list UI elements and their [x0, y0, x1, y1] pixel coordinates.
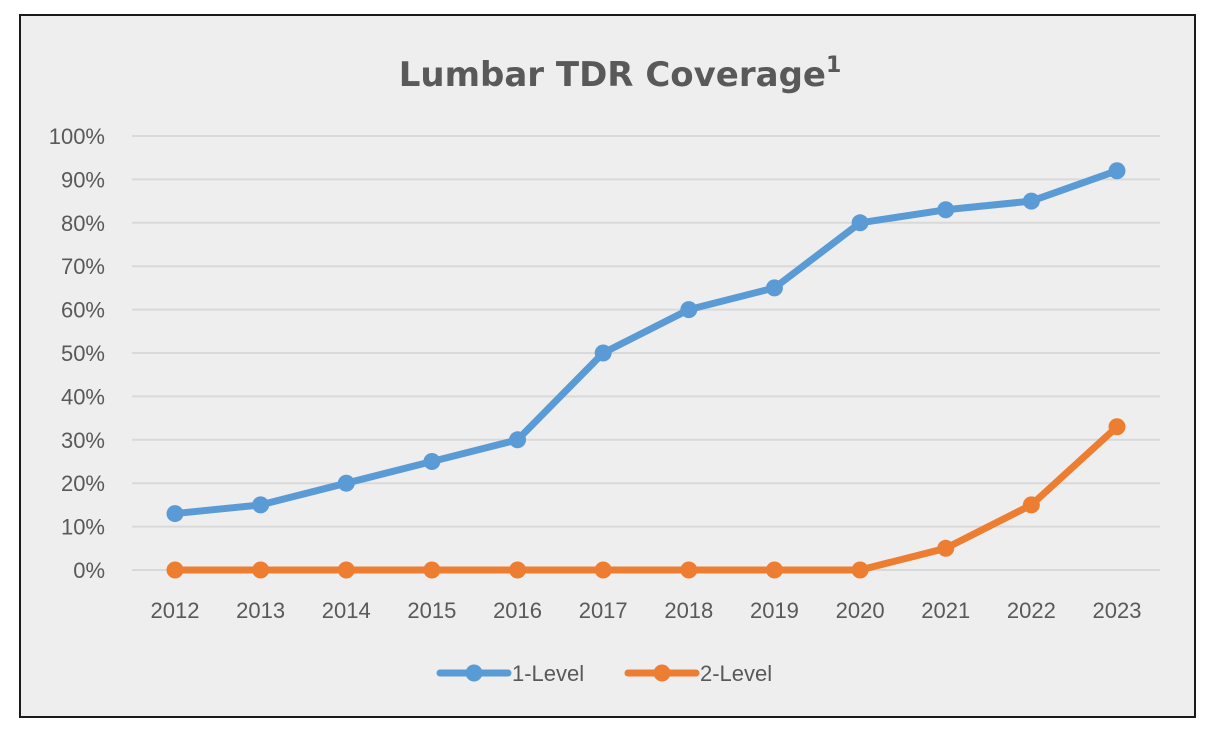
y-tick-label: 20% — [61, 471, 105, 496]
y-tick-label: 80% — [61, 211, 105, 236]
legend-label: 2-Level — [700, 661, 772, 686]
series-line — [171, 423, 1121, 574]
data-point — [509, 561, 527, 579]
data-point — [252, 561, 270, 579]
series-line — [171, 167, 1121, 518]
data-point — [1108, 418, 1126, 436]
data-point — [166, 561, 184, 579]
x-tick-label: 2015 — [407, 598, 456, 623]
x-tick-label: 2018 — [664, 598, 713, 623]
series-group — [166, 162, 1126, 579]
x-tick-label: 2017 — [579, 598, 628, 623]
y-tick-label: 0% — [73, 558, 105, 583]
x-tick-label: 2013 — [236, 598, 285, 623]
data-point — [594, 344, 612, 362]
y-axis-ticks: 0% 10% 20% 30% 40% 50% 60% 70% 80% 90% 100% — [49, 124, 105, 583]
x-tick-label: 2021 — [921, 598, 970, 623]
x-tick-label: 2019 — [750, 598, 799, 623]
data-point — [765, 279, 783, 297]
series-1-level — [166, 162, 1126, 523]
data-point — [1022, 496, 1040, 514]
legend-item: 2-Level — [624, 661, 772, 686]
y-tick-label: 50% — [61, 341, 105, 366]
x-tick-label: 2014 — [322, 598, 371, 623]
chart-title: Lumbar TDR Coverage1 — [399, 53, 842, 95]
x-axis-ticks: 2012 2013 2014 2015 2016 2017 2018 2019 2020 2021… — [151, 598, 1142, 623]
data-point — [337, 561, 355, 579]
data-point — [423, 453, 441, 470]
y-tick-label: 90% — [61, 167, 105, 192]
data-point — [166, 505, 184, 523]
data-point — [851, 561, 869, 579]
y-tick-label: 30% — [61, 428, 105, 453]
x-tick-label: 2016 — [493, 598, 542, 623]
legend-point-marker — [465, 664, 483, 682]
legend-item: 1-Level — [436, 661, 584, 686]
y-tick-label: 10% — [61, 515, 105, 540]
x-tick-label: 2012 — [151, 598, 200, 623]
chart-title-text: Lumbar TDR Coverage — [399, 55, 826, 95]
x-tick-label: 2020 — [836, 598, 885, 623]
data-point — [509, 431, 527, 449]
chart-frame — [19, 14, 1196, 718]
data-point — [594, 561, 612, 579]
chart-title-superscript: 1 — [826, 53, 841, 78]
data-point — [937, 201, 955, 219]
data-point — [1022, 192, 1040, 210]
data-point — [252, 496, 270, 514]
data-point — [937, 539, 955, 557]
data-point — [337, 474, 355, 492]
x-tick-label: 2023 — [1093, 598, 1142, 623]
data-point — [423, 561, 441, 579]
series-2-level — [166, 418, 1126, 579]
x-tick-label: 2022 — [1007, 598, 1056, 623]
y-tick-label: 70% — [61, 254, 105, 279]
y-tick-label: 100% — [49, 124, 105, 149]
data-point — [680, 561, 698, 579]
data-point — [851, 214, 869, 232]
y-tick-label: 40% — [61, 384, 105, 409]
data-point — [1108, 162, 1126, 180]
data-point — [765, 561, 783, 579]
legend-point-marker — [653, 664, 671, 682]
legend: 1-Level 2-Level — [436, 661, 772, 686]
data-point — [680, 301, 698, 319]
legend-label: 1-Level — [512, 661, 584, 686]
y-tick-label: 60% — [61, 298, 105, 323]
